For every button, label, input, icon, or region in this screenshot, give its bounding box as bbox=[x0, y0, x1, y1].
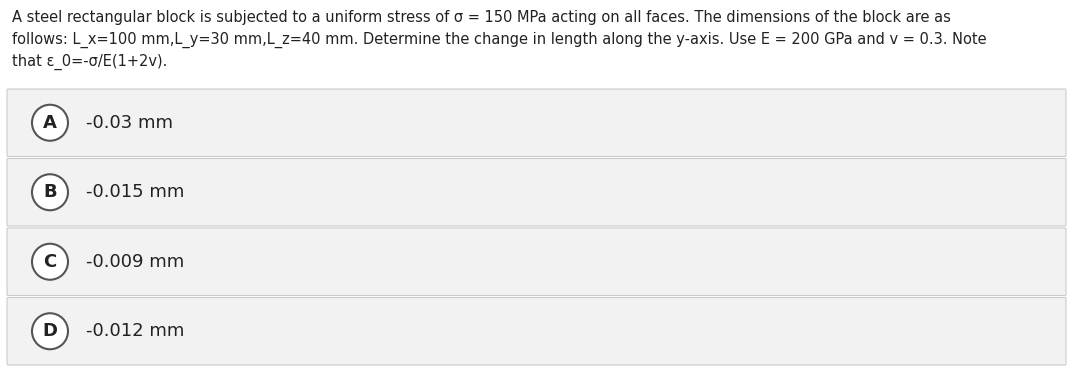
Text: that ε_0=-σ/E(1+2v).: that ε_0=-σ/E(1+2v). bbox=[12, 54, 167, 70]
Text: -0.009 mm: -0.009 mm bbox=[86, 253, 185, 271]
Circle shape bbox=[32, 244, 68, 280]
FancyBboxPatch shape bbox=[8, 228, 1065, 296]
Text: D: D bbox=[43, 322, 58, 340]
Text: follows: L_x=100 mm,L_y=30 mm,L_z=40 mm. Determine the change in length along th: follows: L_x=100 mm,L_y=30 mm,L_z=40 mm.… bbox=[12, 32, 987, 48]
Circle shape bbox=[32, 174, 68, 210]
Text: -0.012 mm: -0.012 mm bbox=[86, 322, 185, 340]
Text: B: B bbox=[43, 183, 57, 201]
Text: -0.015 mm: -0.015 mm bbox=[86, 183, 185, 201]
Circle shape bbox=[32, 105, 68, 141]
Text: C: C bbox=[43, 253, 57, 271]
FancyBboxPatch shape bbox=[8, 159, 1065, 226]
FancyBboxPatch shape bbox=[8, 89, 1065, 156]
Circle shape bbox=[32, 313, 68, 349]
Text: A: A bbox=[43, 114, 57, 132]
Text: -0.03 mm: -0.03 mm bbox=[86, 114, 173, 132]
FancyBboxPatch shape bbox=[8, 297, 1065, 365]
Text: A steel rectangular block is subjected to a uniform stress of σ = 150 MPa acting: A steel rectangular block is subjected t… bbox=[12, 10, 951, 25]
